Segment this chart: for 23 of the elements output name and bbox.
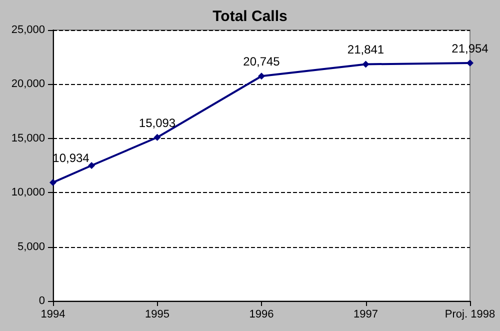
data-label: 21,954 (452, 42, 489, 56)
y-tick-label: 5,000 (17, 240, 45, 253)
data-label: 10,934 (52, 150, 90, 165)
point (154, 134, 161, 141)
x-tick-label: Proj. 1998 (444, 308, 496, 320)
data-label: 20,745 (243, 54, 280, 69)
point (88, 162, 96, 169)
x-tick-label: 1996 (249, 308, 274, 320)
point (466, 60, 474, 67)
y-tick-label: 10,000 (11, 186, 45, 199)
point (362, 60, 370, 68)
x-tick-label: 1997 (354, 308, 378, 320)
chart-title: Total Calls (212, 8, 288, 25)
point (50, 178, 56, 186)
x-tick-label: 1994 (40, 308, 66, 320)
point (258, 72, 265, 80)
data-label: 21,841 (347, 42, 384, 57)
x-tick-label: 1995 (145, 308, 170, 320)
y-tick-label: 15,000 (11, 132, 45, 144)
y-tick-label: 25,000 (11, 24, 45, 36)
y-tick-label: 20,000 (11, 78, 45, 90)
y-tick-label: 0 (38, 295, 45, 307)
data-label: 15,093 (138, 116, 176, 130)
